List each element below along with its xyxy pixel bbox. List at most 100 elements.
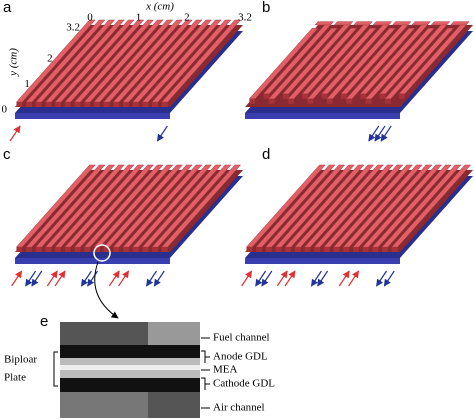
inlet-arrow	[46, 270, 58, 287]
section-band	[60, 345, 200, 358]
channel-rib	[64, 19, 145, 103]
channel-rib	[44, 164, 125, 248]
inlet-arrow	[241, 270, 253, 287]
channel-rib	[342, 164, 423, 248]
channel-rib	[345, 27, 416, 99]
channel-side	[365, 98, 372, 104]
layer-label: Fuel channel	[213, 332, 270, 344]
channel-side	[362, 247, 369, 252]
channel-side	[152, 247, 158, 252]
channel-rib	[365, 27, 435, 99]
y-tick-label: 2	[47, 52, 53, 64]
layer-label: Air channel	[213, 402, 265, 414]
panel-label: e	[40, 313, 48, 330]
outlet-arrow	[261, 270, 273, 287]
channel-side	[246, 247, 253, 252]
inlet-arrow	[9, 125, 21, 142]
section-band	[148, 322, 200, 345]
x-tick-label: 2	[184, 12, 190, 24]
inlet-arrow	[54, 270, 66, 287]
inlet-arrow	[11, 270, 23, 287]
channel-rib	[83, 164, 164, 248]
bracket	[53, 351, 58, 387]
channel-rib	[54, 164, 135, 248]
plates	[9, 19, 473, 287]
channel-bend	[450, 21, 470, 26]
channel-side	[123, 102, 129, 107]
section-band	[60, 392, 148, 418]
channel-rib	[103, 19, 184, 103]
channel-rib	[287, 27, 358, 99]
channel-bend	[333, 21, 354, 26]
channel-bend	[372, 21, 393, 26]
inlet-arrow	[284, 270, 296, 287]
channel-side	[74, 102, 81, 107]
layer-label: Cathode GDL	[213, 378, 275, 390]
channel-side	[326, 98, 333, 104]
inlet-arrow	[108, 270, 120, 287]
inlet-arrow	[338, 270, 350, 287]
channel-side	[346, 98, 353, 104]
channel-rib	[265, 164, 346, 248]
inlet-arrow	[276, 270, 288, 287]
channel-side	[268, 98, 275, 104]
channel-rib	[25, 164, 106, 248]
channel-side	[93, 102, 100, 107]
y-tick-label: 0	[2, 104, 8, 116]
channel-bend	[392, 21, 412, 26]
channel-rib	[306, 27, 377, 99]
section-band	[60, 365, 200, 370]
channel-rib	[74, 19, 154, 103]
channel-bend	[411, 21, 431, 26]
channel-rib	[132, 19, 213, 103]
outlet-arrow	[156, 125, 168, 142]
channel-side	[275, 247, 282, 252]
channel-side	[35, 102, 42, 107]
group-label: Biploar	[4, 354, 37, 366]
zoom-circle	[93, 244, 111, 262]
layer-label: MEA	[213, 364, 238, 376]
channel-rib	[362, 164, 443, 248]
inlet-arrow	[348, 270, 360, 287]
channel-rib	[381, 164, 462, 248]
outlet-arrow	[87, 270, 99, 287]
channel-side	[45, 247, 52, 252]
channel-rib	[161, 164, 242, 248]
channel-rib	[294, 164, 375, 248]
labels: a b c d e x (cm) y (cm) 0 1 2 3.2 0 1 2 3.2	[2, 0, 271, 330]
y-tick-label: 3.2	[66, 22, 80, 34]
x-axis-label: x (cm)	[145, 1, 174, 13]
channel-side	[16, 247, 23, 252]
channel-rib	[141, 164, 222, 248]
channel-rib	[304, 164, 384, 248]
outlet-arrow	[255, 270, 267, 287]
channel-side	[132, 102, 139, 107]
channel-rib	[245, 164, 326, 248]
channel-rib	[333, 164, 414, 248]
channel-rib	[122, 19, 203, 103]
channel-side	[382, 247, 388, 252]
outlet-arrow	[383, 270, 395, 287]
channel-rib	[35, 164, 116, 248]
channel-rib	[384, 27, 455, 99]
channel-side	[399, 93, 405, 99]
channel-side	[103, 102, 110, 107]
inlet-arrow	[118, 270, 130, 287]
zoom-arrow	[94, 261, 119, 319]
channel-side	[340, 93, 347, 99]
channel-side	[384, 98, 391, 104]
x-tick-label: 1	[136, 12, 142, 24]
channel-side	[307, 98, 314, 104]
channel-rib	[391, 164, 472, 248]
panel-label: d	[262, 146, 270, 163]
channel-rib	[15, 19, 96, 103]
layer-label: Anode GDL	[213, 351, 268, 363]
channel-rib	[15, 164, 96, 248]
channel-rib	[25, 19, 106, 103]
channel-rib	[64, 164, 145, 248]
channel-side	[113, 247, 120, 252]
channel-side	[265, 247, 272, 252]
channel-side	[282, 93, 289, 99]
